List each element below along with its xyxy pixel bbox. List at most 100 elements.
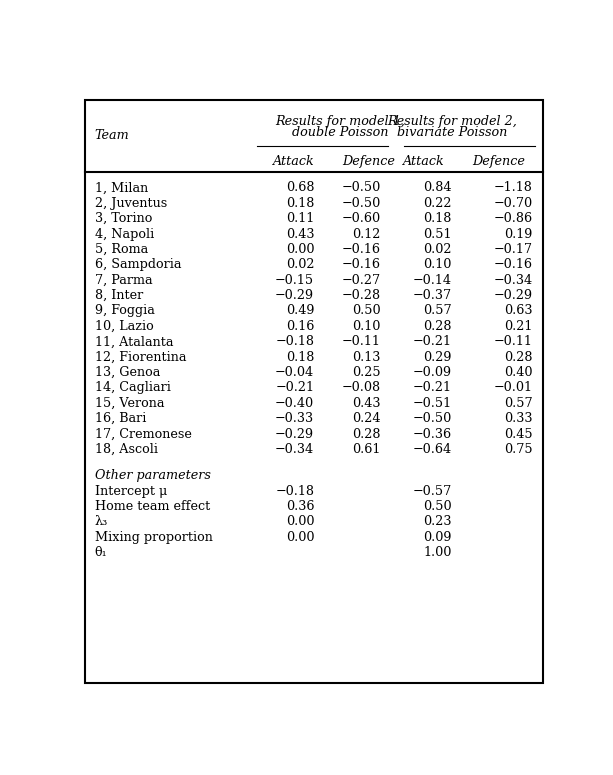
Text: 0.57: 0.57	[424, 305, 452, 318]
Text: 0.75: 0.75	[504, 443, 533, 456]
Text: Attack: Attack	[273, 155, 315, 168]
Text: −0.33: −0.33	[275, 412, 314, 425]
Text: −0.50: −0.50	[341, 181, 381, 195]
Text: 12, Fiorentina: 12, Fiorentina	[94, 350, 186, 363]
Text: Attack: Attack	[403, 155, 444, 168]
Text: −0.15: −0.15	[275, 274, 314, 287]
Text: Team: Team	[94, 129, 129, 142]
Text: −0.29: −0.29	[493, 289, 533, 302]
Text: 0.21: 0.21	[504, 320, 533, 333]
Text: −0.08: −0.08	[341, 381, 381, 394]
Text: −0.04: −0.04	[275, 366, 314, 379]
Text: 3, Torino: 3, Torino	[94, 212, 152, 225]
Text: 0.28: 0.28	[424, 320, 452, 333]
Text: 5, Roma: 5, Roma	[94, 243, 148, 256]
Text: Intercept μ: Intercept μ	[94, 484, 167, 498]
Text: 0.84: 0.84	[424, 181, 452, 195]
Text: −0.09: −0.09	[413, 366, 452, 379]
Text: 0.36: 0.36	[286, 500, 314, 513]
Text: 0.22: 0.22	[424, 197, 452, 210]
Text: −0.50: −0.50	[413, 412, 452, 425]
Text: 0.45: 0.45	[504, 428, 533, 441]
Text: 1, Milan: 1, Milan	[94, 181, 148, 195]
Text: 0.57: 0.57	[504, 397, 533, 410]
Text: −0.21: −0.21	[413, 336, 452, 348]
Text: 16, Bari: 16, Bari	[94, 412, 146, 425]
Text: double Poisson: double Poisson	[292, 126, 389, 139]
Text: 0.63: 0.63	[504, 305, 533, 318]
Text: −0.11: −0.11	[494, 336, 533, 348]
Text: 0.49: 0.49	[286, 305, 314, 318]
Text: −0.16: −0.16	[493, 258, 533, 271]
Text: −1.18: −1.18	[494, 181, 533, 195]
Text: 0.61: 0.61	[352, 443, 381, 456]
Text: Defence: Defence	[472, 155, 525, 168]
Text: bivariate Poisson: bivariate Poisson	[397, 126, 507, 139]
Text: 6, Sampdoria: 6, Sampdoria	[94, 258, 181, 271]
Text: −0.64: −0.64	[413, 443, 452, 456]
Text: −0.36: −0.36	[413, 428, 452, 441]
Text: 0.28: 0.28	[504, 350, 533, 363]
Text: 0.19: 0.19	[504, 228, 533, 240]
Text: 0.33: 0.33	[504, 412, 533, 425]
Text: Mixing proportion: Mixing proportion	[94, 531, 213, 544]
Text: 0.02: 0.02	[424, 243, 452, 256]
Text: 1.00: 1.00	[424, 546, 452, 560]
Text: −0.40: −0.40	[275, 397, 314, 410]
Text: Other parameters: Other parameters	[94, 469, 210, 482]
Text: −0.18: −0.18	[275, 484, 314, 498]
Text: 0.18: 0.18	[286, 350, 314, 363]
Text: 0.40: 0.40	[504, 366, 533, 379]
Text: −0.37: −0.37	[413, 289, 452, 302]
Text: 10, Lazio: 10, Lazio	[94, 320, 153, 333]
Text: −0.86: −0.86	[493, 212, 533, 225]
Text: Home team effect: Home team effect	[94, 500, 210, 513]
Text: 0.18: 0.18	[424, 212, 452, 225]
Text: 0.43: 0.43	[286, 228, 314, 240]
Text: −0.11: −0.11	[342, 336, 381, 348]
Text: −0.16: −0.16	[341, 243, 381, 256]
Text: −0.27: −0.27	[341, 274, 381, 287]
Text: Results for model 1,: Results for model 1,	[275, 115, 405, 128]
Text: 0.16: 0.16	[286, 320, 314, 333]
Text: 0.11: 0.11	[286, 212, 314, 225]
Text: −0.57: −0.57	[413, 484, 452, 498]
Text: 0.28: 0.28	[352, 428, 381, 441]
Text: 13, Genoa: 13, Genoa	[94, 366, 160, 379]
Text: −0.21: −0.21	[275, 381, 314, 394]
Text: 0.00: 0.00	[286, 243, 314, 256]
Text: 18, Ascoli: 18, Ascoli	[94, 443, 158, 456]
Text: −0.29: −0.29	[275, 428, 314, 441]
Text: 0.24: 0.24	[352, 412, 381, 425]
Text: 0.43: 0.43	[352, 397, 381, 410]
Text: 0.51: 0.51	[424, 228, 452, 240]
Text: −0.18: −0.18	[275, 336, 314, 348]
Text: 17, Cremonese: 17, Cremonese	[94, 428, 191, 441]
Text: Defence: Defence	[342, 155, 395, 168]
Text: 0.00: 0.00	[286, 515, 314, 529]
Text: −0.29: −0.29	[275, 289, 314, 302]
Text: 7, Parma: 7, Parma	[94, 274, 152, 287]
Text: 4, Napoli: 4, Napoli	[94, 228, 154, 240]
Text: −0.50: −0.50	[341, 197, 381, 210]
Text: 0.10: 0.10	[424, 258, 452, 271]
Text: 0.23: 0.23	[424, 515, 452, 529]
Text: λ₃: λ₃	[94, 515, 108, 529]
Text: 9, Foggia: 9, Foggia	[94, 305, 154, 318]
Text: 0.18: 0.18	[286, 197, 314, 210]
Text: −0.21: −0.21	[413, 381, 452, 394]
Text: −0.16: −0.16	[341, 258, 381, 271]
Text: θ₁: θ₁	[94, 546, 107, 560]
Text: 8, Inter: 8, Inter	[94, 289, 143, 302]
Text: 0.10: 0.10	[352, 320, 381, 333]
Text: −0.28: −0.28	[341, 289, 381, 302]
Text: 15, Verona: 15, Verona	[94, 397, 164, 410]
Text: 0.50: 0.50	[424, 500, 452, 513]
Text: −0.14: −0.14	[413, 274, 452, 287]
Text: 2, Juventus: 2, Juventus	[94, 197, 167, 210]
Text: 0.50: 0.50	[352, 305, 381, 318]
Text: −0.01: −0.01	[493, 381, 533, 394]
Text: −0.34: −0.34	[493, 274, 533, 287]
Text: −0.17: −0.17	[493, 243, 533, 256]
Text: 11, Atalanta: 11, Atalanta	[94, 336, 173, 348]
